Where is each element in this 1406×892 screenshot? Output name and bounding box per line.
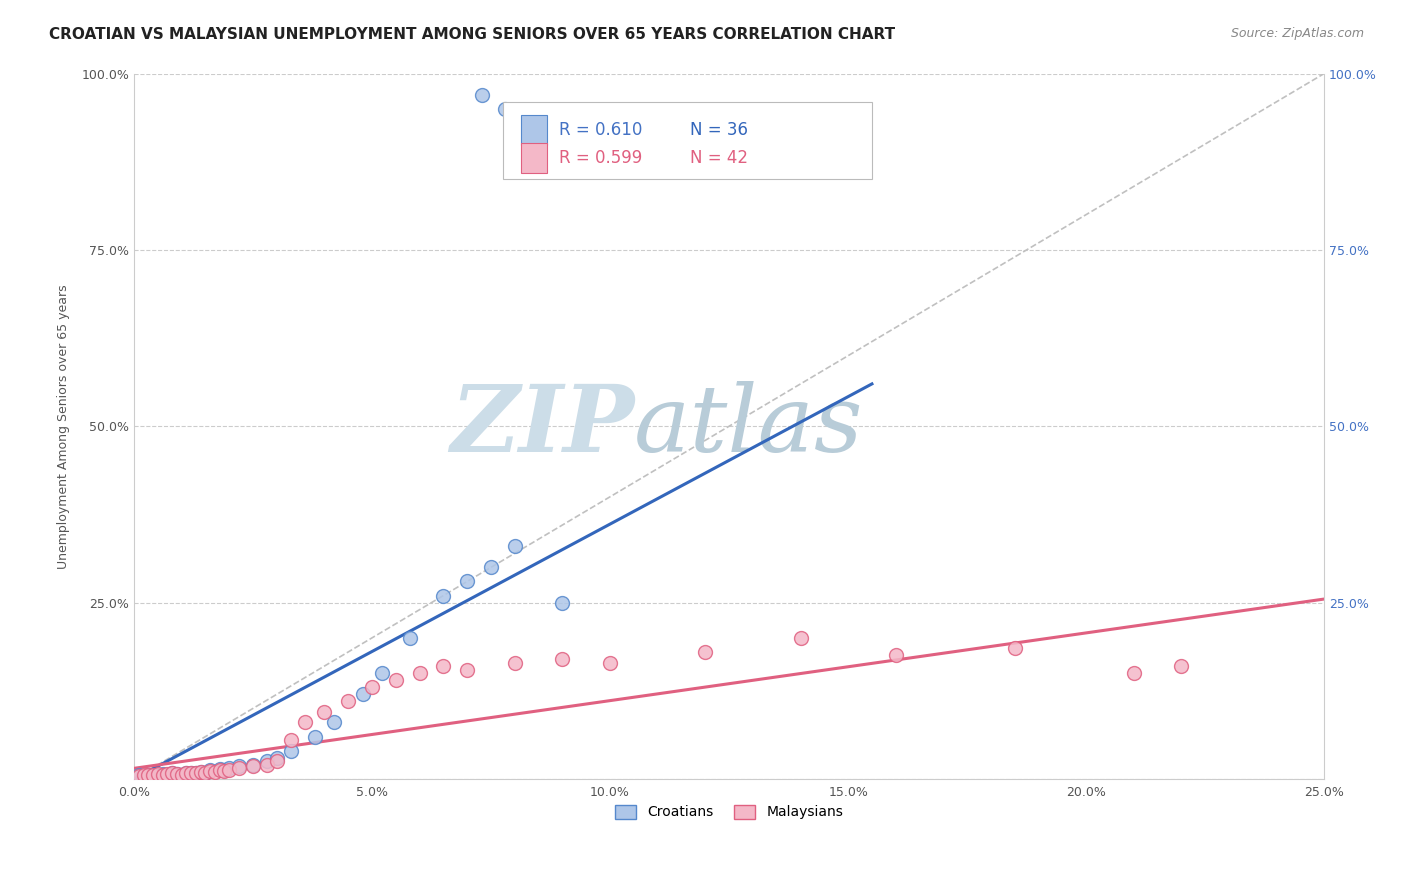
Point xyxy=(228,759,250,773)
Point xyxy=(228,761,250,775)
Point xyxy=(190,764,212,779)
Point xyxy=(128,769,150,783)
Point xyxy=(184,766,207,780)
Legend: Croatians, Malaysians: Croatians, Malaysians xyxy=(610,799,849,825)
Point xyxy=(471,87,494,102)
Point xyxy=(146,767,169,781)
Point xyxy=(132,769,155,783)
Bar xyxy=(520,144,547,173)
Point xyxy=(160,766,183,780)
Point xyxy=(408,666,430,681)
Point xyxy=(142,767,165,781)
Y-axis label: Unemployment Among Seniors over 65 years: Unemployment Among Seniors over 65 years xyxy=(58,284,70,568)
Point xyxy=(214,764,236,779)
Point xyxy=(503,539,526,553)
Point xyxy=(789,631,811,645)
Text: CROATIAN VS MALAYSIAN UNEMPLOYMENT AMONG SENIORS OVER 65 YEARS CORRELATION CHART: CROATIAN VS MALAYSIAN UNEMPLOYMENT AMONG… xyxy=(49,27,896,42)
Text: N = 42: N = 42 xyxy=(690,149,748,167)
Point xyxy=(1170,659,1192,673)
Point xyxy=(551,652,574,666)
Point xyxy=(256,757,278,772)
Point xyxy=(166,767,188,781)
Text: R = 0.599: R = 0.599 xyxy=(560,149,643,167)
Point xyxy=(695,645,717,659)
Point xyxy=(152,767,174,781)
Point xyxy=(152,767,174,781)
Point xyxy=(599,656,621,670)
Point xyxy=(208,764,231,778)
Point xyxy=(204,764,226,779)
Point xyxy=(176,766,198,780)
Point xyxy=(132,768,155,782)
Point xyxy=(479,560,502,574)
Point xyxy=(884,648,907,663)
Text: atlas: atlas xyxy=(634,381,863,471)
Text: R = 0.610: R = 0.610 xyxy=(560,121,643,139)
Point xyxy=(136,767,159,781)
Point xyxy=(1122,666,1144,681)
Point xyxy=(456,574,478,589)
Point xyxy=(370,666,392,681)
Point xyxy=(432,589,454,603)
Point xyxy=(494,102,516,116)
Point xyxy=(432,659,454,673)
Point xyxy=(156,767,179,781)
Point xyxy=(200,764,222,779)
Point xyxy=(399,631,422,645)
Point xyxy=(142,768,165,782)
Point xyxy=(266,754,288,768)
Point xyxy=(323,715,346,730)
Point xyxy=(200,764,222,778)
Point xyxy=(208,762,231,776)
Point xyxy=(314,705,336,719)
Point xyxy=(503,656,526,670)
Point xyxy=(194,765,217,780)
Point xyxy=(304,730,326,744)
Point xyxy=(136,768,159,782)
Point xyxy=(218,763,240,777)
Point xyxy=(280,733,302,747)
Point xyxy=(166,767,188,781)
Point xyxy=(170,767,193,781)
Point xyxy=(337,694,360,708)
Point xyxy=(242,757,264,772)
Point xyxy=(280,744,302,758)
Point xyxy=(361,680,384,694)
Point xyxy=(128,768,150,782)
Point xyxy=(266,750,288,764)
Point xyxy=(170,767,193,781)
Point xyxy=(456,663,478,677)
Point xyxy=(352,687,374,701)
Point xyxy=(160,766,183,780)
Bar xyxy=(520,115,547,145)
Text: N = 36: N = 36 xyxy=(690,121,748,139)
Point xyxy=(385,673,408,688)
Point xyxy=(1004,641,1026,656)
Point xyxy=(218,761,240,775)
Point xyxy=(184,765,207,780)
Point xyxy=(256,754,278,768)
Text: ZIP: ZIP xyxy=(450,381,634,471)
Point xyxy=(294,715,316,730)
Point xyxy=(180,766,202,780)
Text: Source: ZipAtlas.com: Source: ZipAtlas.com xyxy=(1230,27,1364,40)
Point xyxy=(551,596,574,610)
Point xyxy=(214,763,236,777)
Point xyxy=(176,766,198,780)
Point xyxy=(146,767,169,781)
Point xyxy=(242,759,264,773)
Point xyxy=(156,767,179,781)
Point xyxy=(180,765,202,780)
Point xyxy=(190,764,212,779)
Point xyxy=(194,765,217,780)
FancyBboxPatch shape xyxy=(503,102,872,179)
